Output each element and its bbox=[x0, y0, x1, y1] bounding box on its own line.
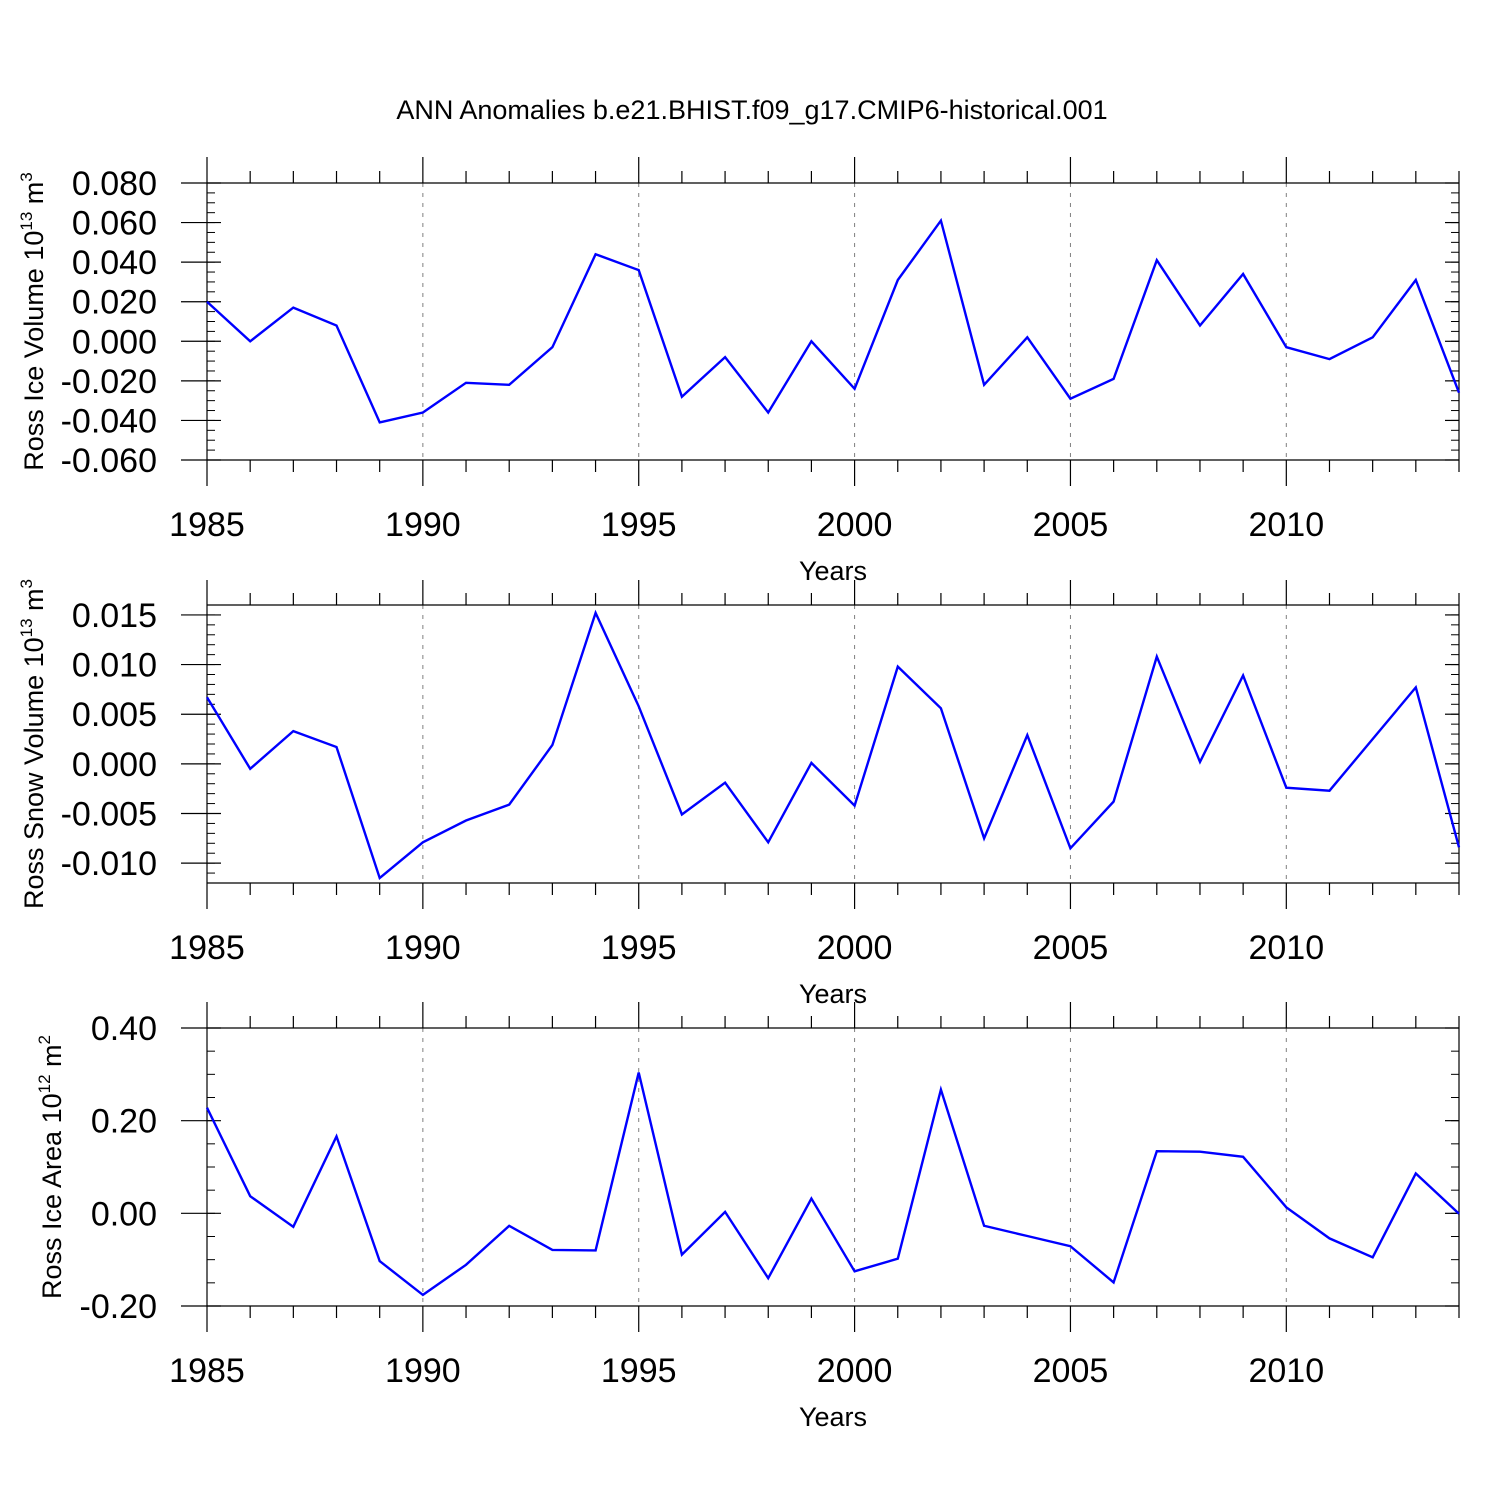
y-tick-label: 0.015 bbox=[72, 597, 157, 635]
y-tick-label: 0.000 bbox=[72, 746, 157, 784]
y-tick-label: -0.060 bbox=[61, 442, 157, 480]
y-axis-label: Ross Ice Area 1012 m2 bbox=[35, 1035, 67, 1299]
x-tick-label: 1990 bbox=[385, 506, 461, 544]
y-tick-label: -0.020 bbox=[61, 363, 157, 401]
chart-panel-1: 1985 1990 1995 2000 2005 20100.0800.0600.0400… bbox=[17, 157, 1461, 586]
y-tick-label: 0.080 bbox=[72, 165, 157, 203]
series-line bbox=[205, 1072, 1460, 1297]
y-tick-label: 0.005 bbox=[72, 696, 157, 734]
y-tick-label: -0.20 bbox=[80, 1288, 158, 1326]
x-tick-label: 2010 bbox=[1248, 929, 1324, 967]
y-tick-label: 0.40 bbox=[91, 1010, 157, 1048]
y-axis-label: Ross Ice Volume 1013 m3 bbox=[17, 172, 49, 471]
y-tick-label: -0.010 bbox=[61, 845, 157, 883]
x-tick-label: 1995 bbox=[601, 929, 677, 967]
y-tick-label: 0.20 bbox=[91, 1103, 157, 1141]
x-tick-label: 1990 bbox=[385, 929, 461, 967]
y-axis-label: Ross Snow Volume 1013 m3 bbox=[17, 579, 49, 909]
x-tick-label: 1985 bbox=[169, 929, 245, 967]
x-axis-label: Years bbox=[799, 1402, 867, 1432]
x-tick-label: 2010 bbox=[1248, 506, 1324, 544]
chart-panel-3: 1985 1990 1995 2000 2005 2010 0.40 0.20 0.00 -0.2… bbox=[35, 1002, 1460, 1432]
x-tick-label: 2000 bbox=[817, 929, 893, 967]
x-tick-label: 1995 bbox=[601, 506, 677, 544]
x-tick-label: 2000 bbox=[817, 1352, 893, 1390]
x-tick-label: 2010 bbox=[1248, 1352, 1324, 1390]
y-tick-label: 0.00 bbox=[91, 1195, 157, 1233]
y-tick-label: 0.040 bbox=[72, 244, 157, 282]
y-tick-label: -0.005 bbox=[61, 796, 157, 834]
x-tick-label: 2000 bbox=[817, 506, 893, 544]
x-tick-label: 2005 bbox=[1033, 506, 1109, 544]
x-axis-label: Years bbox=[799, 556, 867, 586]
chart-title: ANN Anomalies b.e21.BHIST.f09_g17.CMIP6-… bbox=[396, 95, 1107, 125]
y-tick-label: 0.060 bbox=[72, 205, 157, 243]
y-tick-label: 0.010 bbox=[72, 647, 157, 685]
x-tick-label: 2005 bbox=[1033, 1352, 1109, 1390]
y-tick-label: 0.000 bbox=[72, 323, 157, 361]
chart-panel-2: 1985 1990 1995 2000 2005 2010 0.015 0.010 0.005 0… bbox=[17, 579, 1461, 1009]
y-tick-label: 0.020 bbox=[72, 284, 157, 322]
x-tick-label: 2005 bbox=[1033, 929, 1109, 967]
x-tick-label: 1995 bbox=[601, 1352, 677, 1390]
series-line bbox=[206, 217, 1461, 424]
series-line bbox=[205, 609, 1461, 881]
x-tick-label: 1985 bbox=[169, 1352, 245, 1390]
x-tick-label: 1985 bbox=[169, 506, 245, 544]
x-axis-label: Years bbox=[799, 979, 867, 1009]
y-tick-label: -0.040 bbox=[61, 402, 157, 440]
x-tick-label: 1990 bbox=[385, 1352, 461, 1390]
